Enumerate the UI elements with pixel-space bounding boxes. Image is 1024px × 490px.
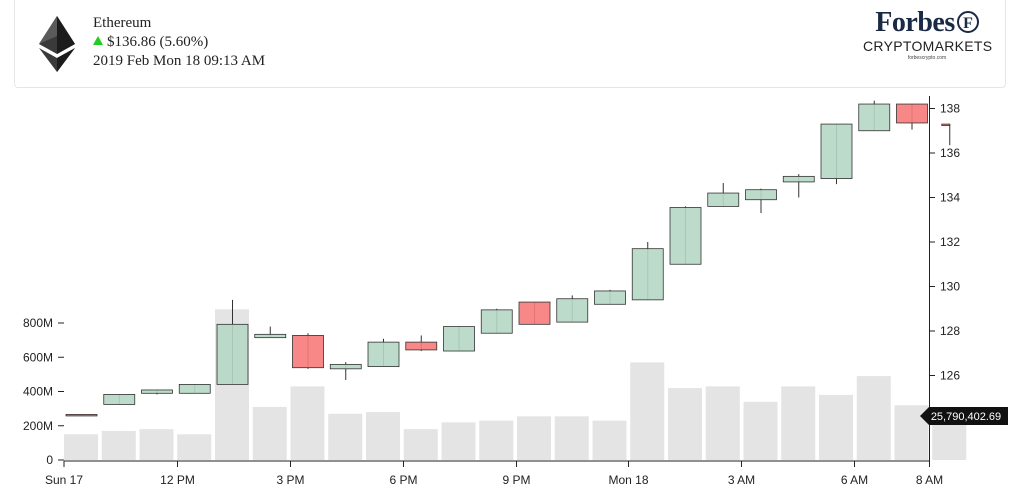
x-tick-label: 8 AM	[916, 473, 943, 487]
price-change-row: $136.86 (5.60%)	[93, 33, 265, 52]
volume-bar	[668, 388, 702, 460]
last-volume-label-bg	[920, 407, 1008, 425]
candle-down	[65, 414, 98, 417]
last-volume-label-text: 25,790,402.69	[931, 411, 1001, 423]
last-volume-label: 25,790,402.69	[920, 407, 1008, 425]
x-tick-label: 3 AM	[728, 473, 755, 487]
volume-bar	[819, 394, 853, 460]
volume-bar	[592, 420, 627, 460]
volume-bars	[64, 309, 967, 460]
candle-up	[103, 394, 136, 405]
price-tick-label: 130	[940, 280, 960, 294]
volume-bar	[290, 386, 325, 460]
volume-bar	[554, 416, 589, 460]
ethereum-diamond-icon	[39, 16, 75, 72]
candle-down	[292, 335, 324, 369]
volume-axis: 0 200M 400M 600M 800M	[23, 316, 64, 467]
volume-tick-label: 400M	[23, 385, 53, 399]
candle-up	[480, 309, 513, 334]
x-axis: Sun 17 12 PM 3 PM 6 PM 9 PM Mon 18 3 AM 6 AM 8 A…	[45, 460, 943, 487]
candle-up	[669, 207, 702, 265]
candle-up	[216, 323, 249, 385]
volume-bar	[252, 406, 287, 460]
price-change: $136.86 (5.60%)	[107, 34, 209, 50]
price-tick-label: 126	[940, 369, 960, 383]
price-tick-label: 132	[940, 235, 960, 249]
x-tick-label: Sun 17	[45, 473, 83, 487]
coin-name: Ethereum	[93, 15, 152, 31]
header-card: Ethereum $136.86 (5.60%) 2019 Feb Mon 18…	[14, 0, 1006, 88]
volume-bar	[177, 434, 212, 460]
price-axis: 126 128 130 132 134 136 138	[929, 96, 960, 461]
forbes-f-emblem-icon: F	[956, 11, 979, 33]
candle-up	[178, 383, 211, 394]
candle-up	[594, 290, 626, 305]
up-arrow-icon	[93, 36, 103, 45]
volume-tick-label: 0	[46, 453, 53, 467]
x-tick-label: 3 PM	[276, 473, 304, 487]
candle-up	[745, 189, 777, 201]
timestamp: 2019 Feb Mon 18 09:13 AM	[93, 53, 266, 69]
candle-up	[556, 298, 589, 323]
volume-bar	[139, 429, 174, 460]
volume-bar	[101, 430, 136, 460]
volume-tick-label: 800M	[23, 316, 53, 330]
candle-up	[141, 389, 173, 394]
volume-tick-label: 600M	[23, 350, 53, 364]
coin-info: Ethereum $136.86 (5.60%) 2019 Feb Mon 18…	[93, 14, 265, 71]
volume-bar	[856, 376, 891, 460]
brand-subtitle: CRYPTOMARKETS	[863, 38, 993, 54]
volume-bar	[64, 434, 98, 460]
volume-bar	[705, 386, 740, 460]
candle-down	[896, 103, 928, 124]
candle-up	[707, 192, 740, 207]
candle-up	[631, 248, 664, 301]
candle-up	[329, 363, 362, 370]
volume-bar	[517, 416, 551, 460]
price-tick-label: 136	[940, 146, 960, 160]
x-tick-label: Mon 18	[608, 473, 648, 487]
volume-bar	[403, 429, 438, 460]
volume-tick-label: 200M	[23, 419, 53, 433]
volume-bar	[328, 413, 363, 460]
brand-url: forbescrypto.com	[907, 55, 947, 61]
candle-down	[518, 301, 551, 325]
x-tick-label: 6 AM	[841, 473, 868, 487]
candle-down	[941, 123, 951, 126]
volume-bar	[479, 420, 514, 460]
volume-bar	[743, 401, 778, 460]
candle-up	[367, 341, 400, 368]
forbes-wordmark: Forbes F	[863, 8, 991, 38]
volume-bar	[366, 412, 400, 460]
volume-bar	[781, 386, 816, 460]
price-tick-label: 134	[940, 191, 960, 205]
candle-up	[820, 123, 853, 179]
candle-up	[254, 333, 287, 339]
candle-up	[858, 103, 891, 132]
volume-bar	[441, 422, 476, 460]
x-tick-label: 6 PM	[389, 473, 417, 487]
candles	[65, 100, 951, 417]
x-tick-label: 9 PM	[502, 473, 530, 487]
candle-down	[405, 341, 438, 351]
candle-up	[782, 175, 815, 183]
price-tick-label: 138	[940, 102, 960, 116]
price-tick-label: 128	[940, 324, 960, 338]
volume-bar	[630, 362, 665, 460]
forbes-logo: Forbes F CRYPTOMARKETS forbescrypto.com	[863, 8, 993, 70]
x-tick-label: 12 PM	[160, 473, 195, 487]
candle-up	[443, 326, 475, 352]
